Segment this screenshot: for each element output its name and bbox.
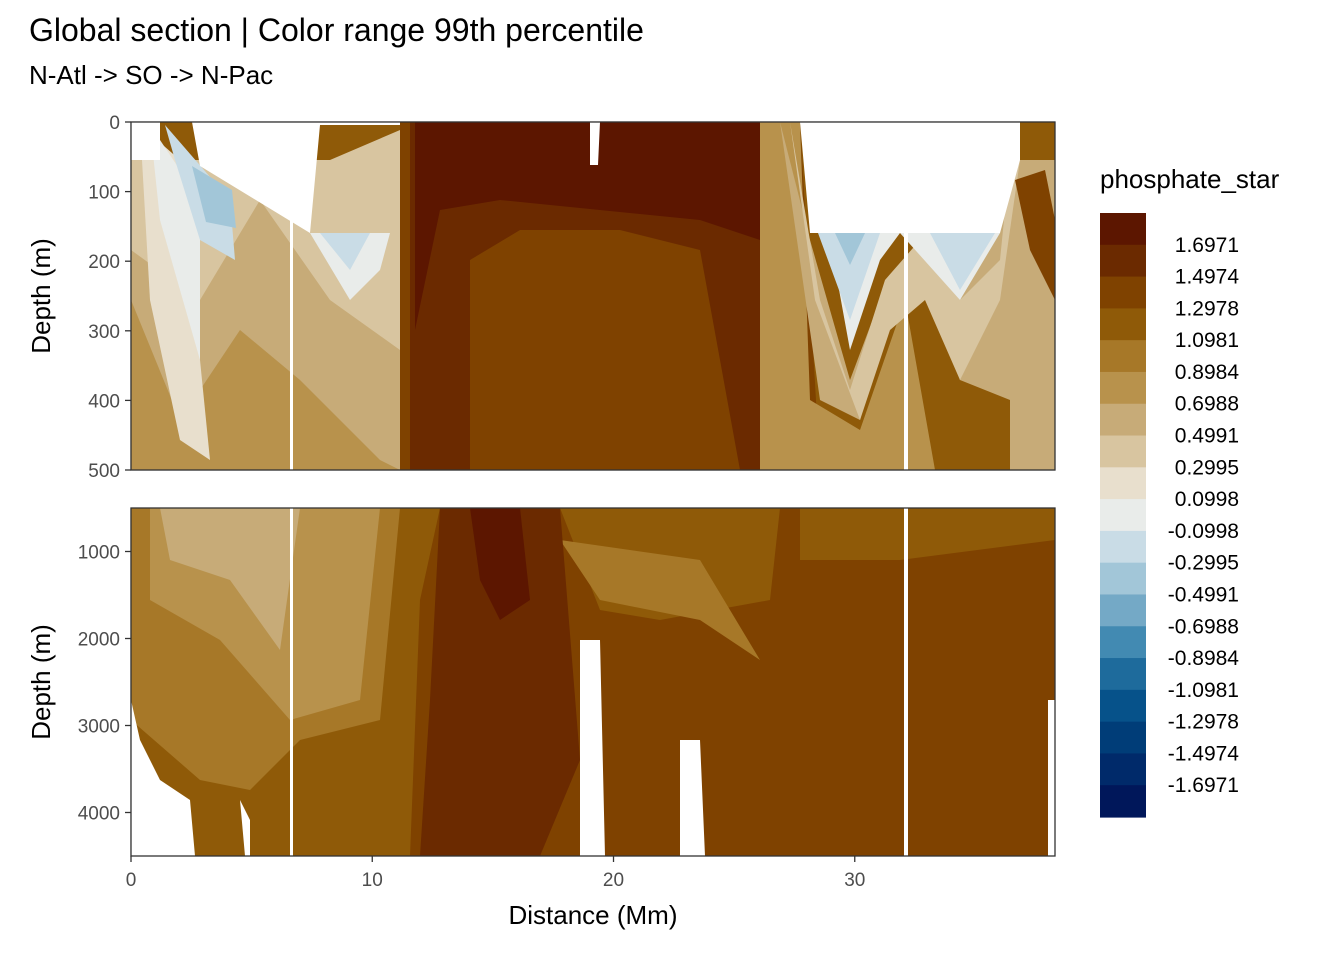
y-tick-label: 300 bbox=[88, 322, 120, 343]
legend-labels: 1.6971 1.4974 1.2978 1.0981 0.8984 0.6988 0.49… bbox=[1168, 234, 1240, 797]
legend-label: -0.4991 bbox=[1168, 583, 1239, 606]
panel-lower-field bbox=[131, 508, 1055, 856]
legend-swatch bbox=[1100, 213, 1146, 246]
y-axis-title-upper: Depth (m) bbox=[26, 238, 56, 354]
y-tick-label: 2000 bbox=[78, 630, 120, 651]
x-tick-label: 10 bbox=[362, 870, 383, 891]
y-tick-label: 1000 bbox=[78, 543, 120, 564]
legend-swatch bbox=[1100, 753, 1146, 786]
legend-swatch bbox=[1100, 276, 1146, 309]
chart-subtitle: N-Atl -> SO -> N-Pac bbox=[29, 60, 273, 90]
panel-upper bbox=[130, 121, 1056, 471]
legend-label: 1.2978 bbox=[1175, 297, 1239, 320]
legend-swatch bbox=[1100, 658, 1146, 691]
field-upper-bin--0.2995 bbox=[818, 233, 995, 320]
x-tick-label: 30 bbox=[844, 870, 865, 891]
field-upper-bin--0.4991 bbox=[835, 233, 865, 265]
y-tick-label: 100 bbox=[88, 183, 120, 204]
x-tick-label: 0 bbox=[126, 870, 137, 891]
y-tick-label: 200 bbox=[88, 252, 120, 273]
panel-upper-border bbox=[130, 121, 1056, 471]
axes: 0 100 200 300 400 500 1000 2000 3000 4000 0 10 20 30 bbox=[78, 113, 866, 891]
legend-swatch bbox=[1100, 499, 1146, 532]
legend-label: -1.4974 bbox=[1168, 742, 1240, 765]
panel-lower bbox=[130, 507, 1056, 857]
legend-label: 1.6971 bbox=[1175, 234, 1239, 257]
legend-label: -0.6988 bbox=[1168, 615, 1239, 638]
legend-label: 1.0981 bbox=[1175, 329, 1239, 352]
field-upper-bin-1.2978 bbox=[1015, 170, 1055, 300]
legend-label: 0.8984 bbox=[1175, 361, 1240, 384]
legend-label: -0.2995 bbox=[1168, 552, 1239, 575]
y-tick-label: 400 bbox=[88, 391, 120, 412]
legend-swatch bbox=[1100, 371, 1146, 405]
panel-lower-border bbox=[130, 507, 1056, 857]
panel-upper-field bbox=[131, 122, 1055, 470]
legend-label: 0.2995 bbox=[1175, 456, 1239, 479]
chart-title: Global section | Color range 99th percen… bbox=[29, 12, 644, 48]
legend-swatch bbox=[1100, 244, 1146, 278]
field-lower-bin-1.4974 bbox=[420, 508, 580, 856]
legend-swatch bbox=[1100, 340, 1146, 373]
legend-label: 0.4991 bbox=[1175, 425, 1239, 448]
legend-label: -1.2978 bbox=[1168, 711, 1239, 734]
legend-label: -0.0998 bbox=[1168, 520, 1239, 543]
legend-label: -0.8984 bbox=[1168, 647, 1240, 670]
legend-label: -1.0981 bbox=[1168, 679, 1239, 702]
legend-swatch bbox=[1100, 785, 1146, 818]
legend-label: -1.6971 bbox=[1168, 774, 1239, 797]
x-axis-title: Distance (Mm) bbox=[508, 900, 677, 930]
legend-title: phosphate_star bbox=[1100, 164, 1280, 194]
legend-swatch bbox=[1100, 689, 1146, 723]
y-tick-label: 500 bbox=[88, 461, 120, 482]
field-upper-bin--0.2995 bbox=[320, 233, 370, 270]
field-upper-bin--0.4991 bbox=[192, 166, 236, 228]
legend-swatch bbox=[1100, 308, 1146, 341]
legend-swatch bbox=[1100, 435, 1146, 468]
y-tick-label: 4000 bbox=[78, 804, 120, 825]
field-lower-bin-0.4991 bbox=[160, 508, 300, 650]
legend: phosphate_star 1.6971 1.4974 1.2978 1.0981 0… bbox=[1100, 164, 1280, 818]
legend-swatch bbox=[1100, 562, 1146, 596]
legend-label: 0.0998 bbox=[1175, 488, 1239, 511]
field-upper-bin-0.0998 bbox=[140, 125, 210, 460]
legend-swatch bbox=[1100, 530, 1146, 564]
field-lower-bin-1.6971 bbox=[470, 508, 530, 620]
field-upper-bin-0.6988 bbox=[760, 122, 935, 470]
legend-swatch bbox=[1100, 467, 1146, 500]
legend-colorbar bbox=[1100, 213, 1146, 818]
field-lower-missing bbox=[131, 508, 1055, 856]
y-tick-label: 0 bbox=[109, 113, 120, 134]
field-upper-missing bbox=[131, 122, 1020, 470]
legend-swatch bbox=[1100, 594, 1146, 627]
y-axis-title-lower: Depth (m) bbox=[26, 624, 56, 740]
field-upper-bin-1.6971 bbox=[415, 122, 760, 330]
legend-swatch bbox=[1100, 403, 1146, 437]
legend-label: 0.6988 bbox=[1175, 393, 1239, 416]
x-tick-label: 20 bbox=[603, 870, 624, 891]
legend-label: 1.4974 bbox=[1175, 266, 1240, 289]
legend-swatch bbox=[1100, 626, 1146, 659]
legend-swatch bbox=[1100, 721, 1146, 755]
y-tick-label: 3000 bbox=[78, 717, 120, 738]
